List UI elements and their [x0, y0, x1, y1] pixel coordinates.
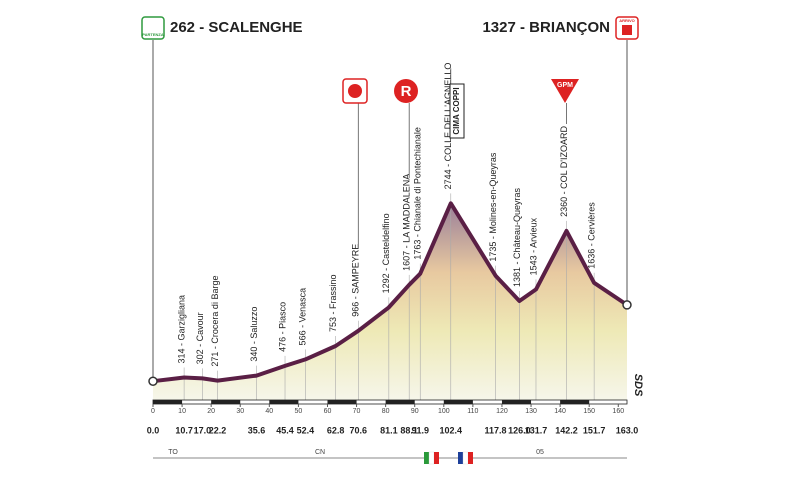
endpoint [148, 376, 158, 386]
point-label: 302 - Cavour [195, 312, 205, 364]
km-label: 0.0 [147, 425, 160, 435]
gpm-icon [551, 79, 579, 103]
flag-fr [458, 451, 473, 465]
elevation-line [152, 201, 629, 384]
point-label: 1543 - Arvieux [528, 217, 538, 275]
x-tick-label: 0 [151, 408, 155, 415]
point-label: 340 - Saluzzo [249, 307, 259, 362]
axis-segment [385, 400, 415, 404]
province-label: TO [168, 449, 178, 456]
start-header: 262 - SCALENGHE [170, 19, 303, 36]
point-label: 1763 - Chianale di Pontechianale [413, 127, 423, 260]
point-label: 1636 - Cervières [587, 202, 597, 269]
x-tick-label: 80 [382, 408, 390, 415]
x-tick-label: 140 [554, 408, 566, 415]
km-label: 22.2 [209, 425, 227, 435]
km-label: 91.9 [411, 425, 429, 435]
point-label: 2744 - COLLE DELL'AGNELLO [443, 63, 453, 190]
feed-icon-mark [348, 84, 362, 98]
point-label: 476 - Piasco [277, 302, 287, 352]
axis-segment [560, 400, 590, 404]
flag-it [424, 451, 439, 465]
x-tick-label: 20 [207, 408, 215, 415]
x-tick-label: 30 [236, 408, 244, 415]
km-label: 70.6 [350, 425, 368, 435]
finish-icon-label: ARRIVO [619, 18, 635, 23]
km-label: 81.1 [380, 425, 398, 435]
km-label: 10.7 [175, 425, 193, 435]
x-tick-label: 10 [178, 408, 186, 415]
x-tick-label: 120 [496, 408, 508, 415]
point-label: 753 - Frassino [328, 275, 338, 333]
point-label: 2360 - COL D'IZOARD [559, 125, 569, 216]
km-label: 151.7 [583, 425, 606, 435]
sprint-icon [394, 79, 418, 103]
x-tick-label: 110 [467, 408, 478, 415]
axis-segment [443, 400, 473, 404]
km-label: 163.0 [616, 425, 639, 435]
logo: SDS [632, 374, 644, 397]
point-label: 1607 - LA MADDALENA [402, 174, 412, 271]
x-tick-label: 130 [525, 408, 537, 415]
km-label: 17.0 [194, 425, 212, 435]
km-label: 142.2 [555, 425, 578, 435]
cima-coppi-box [449, 83, 465, 139]
province-label: 05 [536, 449, 544, 456]
km-label: 126.0 [508, 425, 531, 435]
km-label: 35.6 [248, 425, 266, 435]
sprint-label: R [401, 83, 412, 100]
km-label: 45.4 [276, 425, 294, 435]
axis-segment [501, 400, 532, 404]
x-tick-label: 160 [612, 408, 624, 415]
elevation-area [153, 203, 627, 400]
axis-segment [269, 400, 299, 404]
point-label: 966 - SAMPEYRE [351, 244, 361, 317]
start-icon-label: PARTENZA [142, 32, 164, 37]
province-label: CN [315, 449, 325, 456]
x-tick-label: 100 [438, 408, 450, 415]
x-tick-label: 70 [353, 408, 361, 415]
km-label: 52.4 [297, 425, 315, 435]
point-label: 314 - Garzigliana [176, 295, 186, 364]
cima-coppi-label: CIMA COPPI [452, 87, 461, 134]
axis-segment [153, 400, 183, 404]
x-tick-label: 60 [324, 408, 332, 415]
start-icon [141, 16, 165, 40]
gpm-label: GPM [557, 82, 573, 89]
finish-header: 1327 - BRIANÇON [482, 19, 610, 36]
x-tick-label: 50 [295, 408, 303, 415]
x-tick-label: 40 [265, 408, 273, 415]
km-label: 88.1 [400, 425, 418, 435]
km-label: 62.8 [327, 425, 345, 435]
x-tick-label: 150 [583, 408, 595, 415]
point-label: 566 - Venasca [298, 288, 308, 346]
point-label: 1292 - Casteldelfino [381, 213, 391, 293]
point-label: 1735 - Molines-en-Queyras [488, 152, 498, 262]
finish-icon-mark [622, 25, 632, 35]
endpoint [622, 300, 632, 310]
km-label: 102.4 [440, 425, 463, 435]
point-label: 1381 - Château-Queyras [512, 187, 522, 287]
km-label: 131.7 [525, 425, 548, 435]
axis-segment [211, 400, 241, 404]
km-label: 117.8 [485, 425, 507, 435]
axis-segment [327, 400, 357, 404]
point-label: 271 - Crocera di Barge [210, 276, 220, 367]
x-tick-label: 90 [411, 408, 419, 415]
